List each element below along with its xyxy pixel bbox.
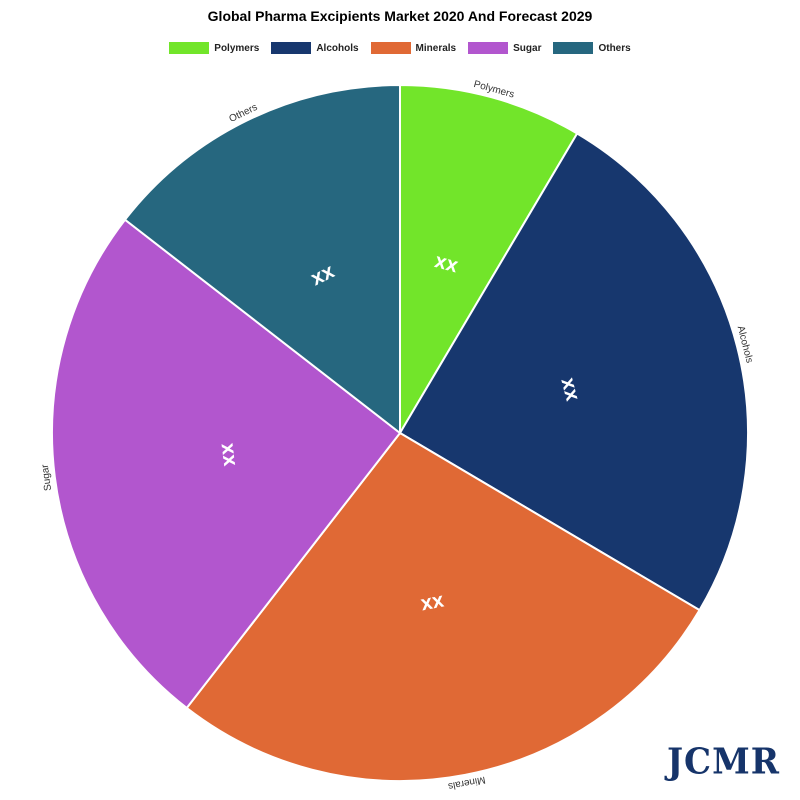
pie-slice-others[interactable]: [123, 83, 401, 436]
slice-category-label: Sugar: [40, 463, 54, 492]
legend-swatch: [169, 42, 210, 54]
chart-legend: Polymers Alcohols Minerals Sugar Others: [0, 42, 800, 54]
legend-label: Minerals: [415, 42, 457, 54]
legend-label: Sugar: [513, 42, 542, 54]
slice-value-label: XX: [419, 592, 446, 614]
slice-value-label: XX: [557, 376, 580, 403]
legend-swatch: [370, 42, 411, 54]
legend-item-polymers[interactable]: Polymers: [169, 42, 259, 54]
jcmr-logo: JCMR: [666, 741, 780, 783]
pie-slice-alcohols[interactable]: [398, 132, 749, 612]
legend-swatch: [553, 42, 594, 54]
legend-label: Polymers: [214, 42, 260, 54]
chart-title: Global Pharma Excipients Market 2020 And…: [207, 8, 593, 24]
legend-item-others[interactable]: Others: [553, 42, 631, 54]
legend-label: Others: [598, 42, 631, 54]
pie-slice-sugar[interactable]: [51, 218, 402, 710]
legend-swatch: [468, 42, 509, 54]
legend-swatch: [271, 42, 312, 54]
legend-label: Alcohols: [316, 42, 359, 54]
legend-item-minerals[interactable]: Minerals: [370, 42, 457, 54]
slice-value-label: XX: [433, 253, 460, 277]
legend-item-sugar[interactable]: Sugar: [468, 42, 541, 54]
pie-slice-minerals[interactable]: [185, 431, 701, 782]
slice-value-label: XX: [217, 442, 238, 468]
pie-slice-polymers[interactable]: [399, 83, 579, 437]
legend-item-alcohols[interactable]: Alcohols: [271, 42, 359, 54]
